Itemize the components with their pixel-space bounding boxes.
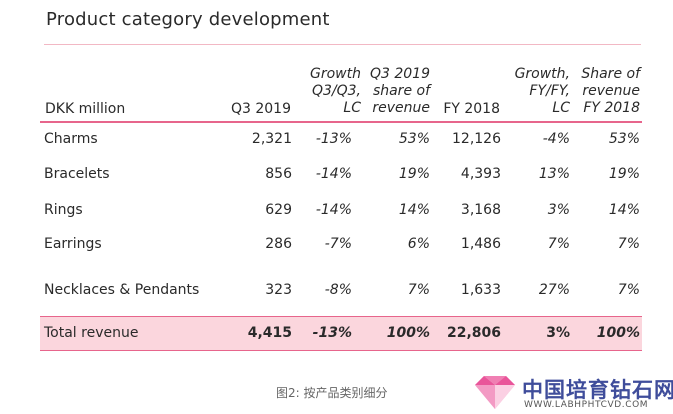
row-fy: 12,126 [452,131,501,147]
diamond-logo-icon [475,376,515,409]
header-fy: FY 2018 [443,101,500,117]
header-label: DKK million [45,101,126,117]
header-growth-q3: Growth Q3/Q3, LC [310,66,361,116]
row-q3: 286 [265,236,292,252]
total-label: Total revenue [44,325,139,341]
row-growth-q3: -14% [315,166,352,182]
total-growth-fy: 3% [546,325,570,341]
table-row: Bracelets 856 -14% 19% 4,393 13% 19% [40,163,642,185]
table-row: Rings 629 -14% 14% 3,168 3% 14% [40,199,642,221]
row-label: Charms [44,131,98,147]
row-label: Earrings [44,236,102,252]
total-fy: 22,806 [446,325,501,341]
row-growth-q3: -8% [324,282,352,298]
header-q3: Q3 2019 [230,101,291,117]
header-divider [40,121,642,123]
total-growth-q3: -13% [312,325,352,341]
row-share-q3: 7% [407,282,430,298]
watermark-logo: 中国培育钻石网 WWW.LABHPHTCVD.COM [470,372,673,412]
row-share-q3: 53% [398,131,430,147]
figure-caption: 图2: 按产品类别细分 [276,386,388,400]
row-share-q3: 14% [398,202,430,218]
row-share-fy: 7% [617,236,640,252]
watermark-name: 中国培育钻石网 [522,378,673,402]
page-title: Product category development [46,9,330,30]
row-growth-fy: 3% [547,202,570,218]
header-growth-fy: Growth, FY/FY, LC [514,66,570,116]
row-q3: 323 [265,282,292,298]
total-row-band [40,316,642,351]
total-share-fy: 100% [596,325,640,341]
row-share-fy: 14% [608,202,640,218]
total-q3: 4,415 [247,325,292,341]
title-divider [44,44,641,45]
row-share-q3: 6% [407,236,430,252]
row-growth-fy: 13% [538,166,570,182]
row-share-fy: 19% [608,166,640,182]
table-row: Charms 2,321 -13% 53% 12,126 -4% 53% [40,128,642,150]
row-label: Rings [44,202,83,218]
row-q3: 856 [265,166,292,182]
table-row: Earrings 286 -7% 6% 1,486 7% 7% [40,233,642,255]
row-growth-fy: 27% [538,282,570,298]
row-fy: 1,633 [460,282,501,298]
row-share-q3: 19% [398,166,430,182]
header-share-fy: Share of revenue FY 2018 [581,66,640,116]
row-share-fy: 53% [608,131,640,147]
row-q3: 629 [265,202,292,218]
watermark-url: WWW.LABHPHTCVD.COM [524,400,649,410]
row-label: Necklaces & Pendants [44,282,200,298]
total-row: Total revenue 4,415 -13% 100% 22,806 3% … [40,322,642,344]
row-growth-q3: -13% [315,131,352,147]
row-growth-fy: -4% [542,131,570,147]
row-growth-q3: -14% [315,202,352,218]
row-q3: 2,321 [251,131,292,147]
total-share-q3: 100% [386,325,430,341]
header-share-q3: Q3 2019 share of revenue [369,66,430,116]
row-fy: 3,168 [460,202,501,218]
row-growth-fy: 7% [547,236,570,252]
row-label: Bracelets [44,166,110,182]
row-share-fy: 7% [617,282,640,298]
row-fy: 4,393 [460,166,501,182]
row-fy: 1,486 [460,236,501,252]
table-row: Necklaces & Pendants 323 -8% 7% 1,633 27… [40,279,642,301]
row-growth-q3: -7% [324,236,352,252]
